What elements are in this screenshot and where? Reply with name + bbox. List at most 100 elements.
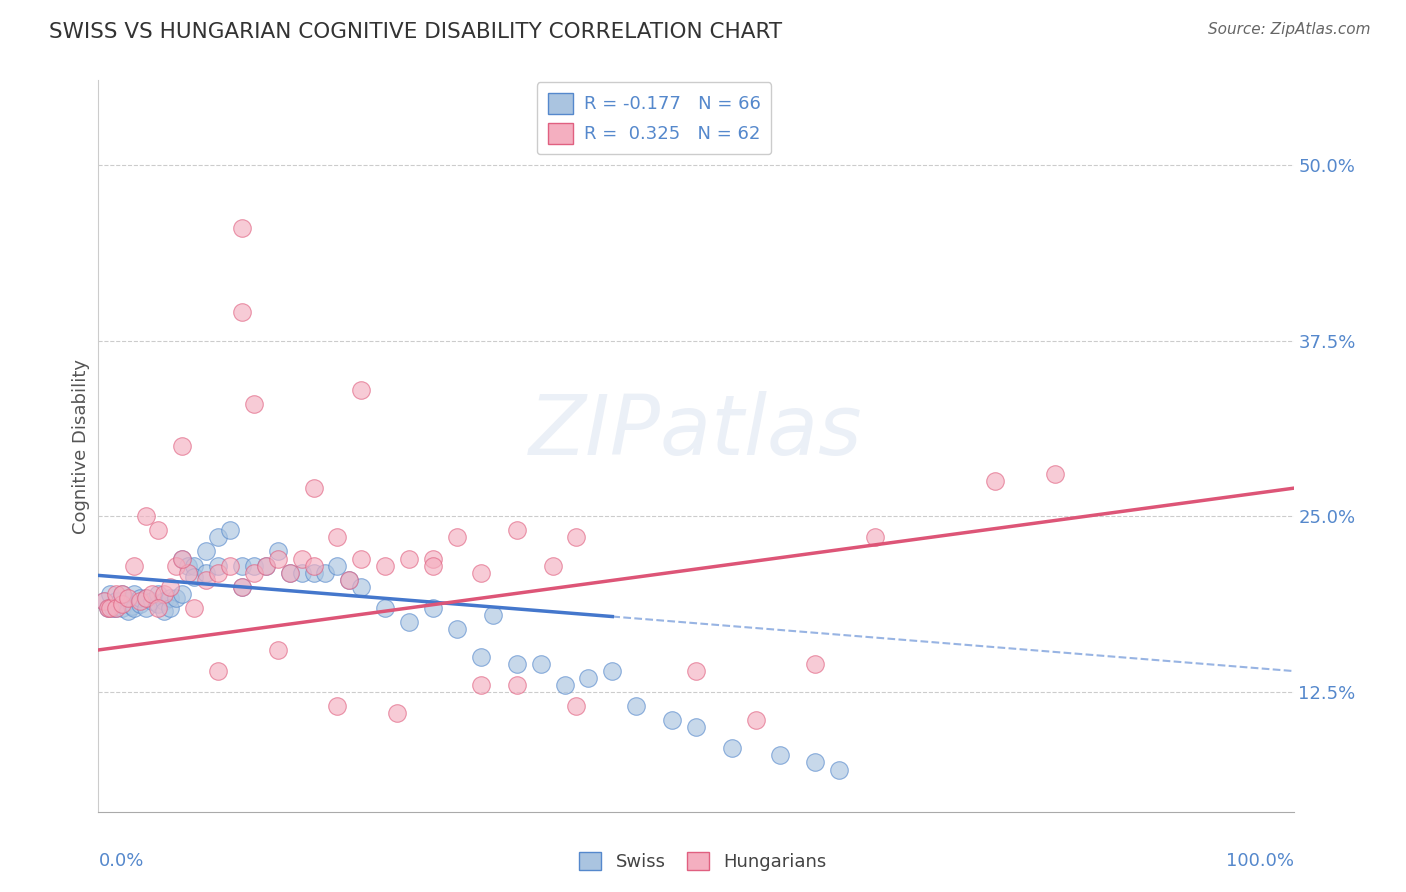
Point (565, 699, 588, 714)
Point (745, 714, 768, 728)
Point (172, 551, 194, 566)
Point (148, 600, 170, 615)
Point (135, 591, 157, 605)
Point (984, 474, 1007, 488)
Point (148, 597, 170, 611)
Point (828, 763, 851, 777)
Point (111, 587, 134, 601)
Text: ZIPatlas: ZIPatlas (529, 391, 863, 472)
Point (195, 544, 218, 558)
Point (278, 566, 301, 580)
Point (165, 558, 187, 573)
Text: 100.0%: 100.0% (1226, 852, 1294, 870)
Point (554, 678, 576, 692)
Point (865, 530, 887, 544)
Point (350, 383, 373, 397)
Point (183, 558, 205, 573)
Point (326, 699, 349, 714)
Point (661, 714, 683, 728)
Point (93, 593, 115, 607)
Point (108, 593, 131, 607)
Point (231, 221, 253, 235)
Point (98, 587, 122, 601)
Point (254, 558, 277, 573)
Point (207, 664, 229, 678)
Point (804, 657, 827, 671)
Point (111, 600, 134, 615)
Point (602, 664, 624, 678)
Point (481, 607, 505, 622)
Point (315, 566, 337, 580)
Point (231, 558, 253, 573)
Point (195, 566, 218, 580)
Point (117, 604, 139, 618)
Point (219, 524, 242, 538)
Point (159, 600, 181, 615)
Point (446, 622, 468, 636)
Point (302, 566, 325, 580)
Point (195, 573, 218, 587)
Point (565, 530, 588, 544)
Point (129, 597, 152, 611)
Text: Source: ZipAtlas.com: Source: ZipAtlas.com (1208, 22, 1371, 37)
Point (129, 591, 152, 605)
Point (422, 600, 444, 615)
Point (105, 600, 128, 615)
Point (470, 678, 492, 692)
Point (291, 551, 314, 566)
Point (231, 580, 253, 594)
Point (339, 573, 361, 587)
Point (804, 756, 827, 770)
Point (374, 558, 396, 573)
Point (93, 593, 115, 607)
Point (506, 524, 529, 538)
Point (153, 587, 176, 601)
Point (135, 600, 157, 615)
Y-axis label: Cognitive Disability: Cognitive Disability (72, 359, 90, 533)
Point (135, 509, 157, 524)
Point (267, 551, 290, 566)
Text: 0.0%: 0.0% (98, 852, 143, 870)
Point (148, 524, 170, 538)
Point (267, 544, 290, 558)
Point (219, 558, 242, 573)
Point (278, 566, 301, 580)
Point (422, 558, 444, 573)
Legend: Swiss, Hungarians: Swiss, Hungarians (572, 845, 834, 879)
Point (207, 558, 229, 573)
Point (470, 566, 492, 580)
Point (398, 551, 420, 566)
Point (124, 600, 146, 615)
Point (148, 587, 170, 601)
Point (172, 439, 194, 453)
Point (267, 643, 290, 657)
Point (135, 591, 157, 605)
Point (117, 591, 139, 605)
Point (506, 678, 529, 692)
Point (111, 597, 134, 611)
Point (141, 593, 163, 607)
Point (101, 600, 124, 615)
Point (243, 558, 266, 573)
Point (172, 587, 194, 601)
Point (302, 558, 325, 573)
Point (385, 706, 409, 721)
Point (685, 720, 707, 734)
Point (243, 397, 266, 411)
Point (470, 650, 492, 665)
Point (124, 587, 146, 601)
Point (685, 664, 707, 678)
Point (111, 587, 134, 601)
Point (374, 600, 396, 615)
Point (626, 699, 648, 714)
Legend: R = -0.177   N = 66, R =  0.325   N = 62: R = -0.177 N = 66, R = 0.325 N = 62 (537, 82, 772, 154)
Point (105, 600, 128, 615)
Point (183, 600, 205, 615)
Point (129, 593, 152, 607)
Point (350, 551, 373, 566)
Point (165, 591, 187, 605)
Point (339, 573, 361, 587)
Point (506, 657, 529, 671)
Point (578, 671, 600, 685)
Point (124, 558, 146, 573)
